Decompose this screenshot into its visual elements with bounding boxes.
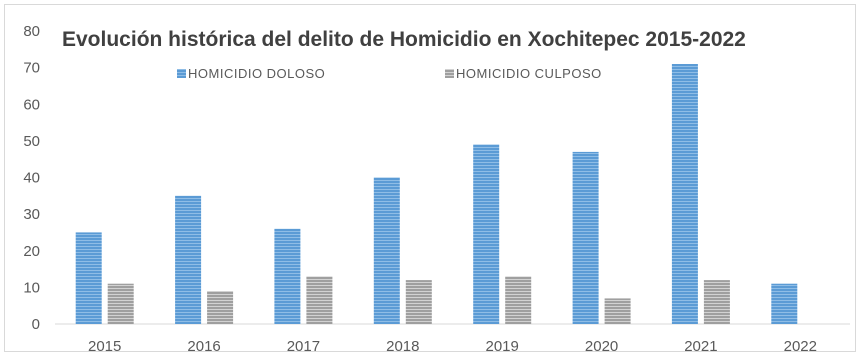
bar-doloso-2018 xyxy=(373,177,400,324)
x-tick-label: 2022 xyxy=(784,338,817,355)
chart-title: Evolución histórica del delito de Homici… xyxy=(62,28,746,51)
y-tick-label: 70 xyxy=(23,60,40,77)
y-tick-label: 20 xyxy=(23,243,40,260)
bar-culposo-2018 xyxy=(405,280,432,324)
bar-culposo-2016 xyxy=(207,291,234,324)
y-tick-label: 40 xyxy=(23,170,40,187)
y-tick-label: 60 xyxy=(23,96,40,113)
x-tick-label: 2018 xyxy=(386,338,419,355)
x-tick-label: 2016 xyxy=(187,338,220,355)
bar-doloso-2015 xyxy=(75,232,102,324)
bars xyxy=(75,64,798,324)
x-axis: 2015 2016 2017 2018 2019 2020 2021 2022 xyxy=(88,338,817,355)
bar-culposo-2017 xyxy=(306,276,333,324)
bar-doloso-2022 xyxy=(771,283,798,324)
x-tick-label: 2021 xyxy=(684,338,717,355)
bar-doloso-2020 xyxy=(572,151,599,324)
bar-doloso-2017 xyxy=(274,228,301,324)
y-tick-label: 10 xyxy=(23,279,40,296)
bar-culposo-2015 xyxy=(107,283,134,324)
legend-label-culposo: HOMICIDIO CULPOSO xyxy=(456,66,602,81)
y-tick-label: 80 xyxy=(23,23,40,40)
legend-swatch-doloso xyxy=(177,69,186,78)
bar-culposo-2021 xyxy=(703,280,730,324)
bar-doloso-2016 xyxy=(175,195,202,324)
bar-culposo-2019 xyxy=(505,276,532,324)
legend-swatch-culposo xyxy=(445,69,454,78)
y-tick-label: 0 xyxy=(32,316,40,333)
y-tick-label: 50 xyxy=(23,133,40,150)
x-tick-label: 2017 xyxy=(287,338,320,355)
y-tick-label: 30 xyxy=(23,206,40,223)
legend-label-doloso: HOMICIDIO DOLOSO xyxy=(188,66,325,81)
x-tick-label: 2020 xyxy=(585,338,618,355)
x-tick-label: 2019 xyxy=(486,338,519,355)
bar-doloso-2019 xyxy=(473,144,500,324)
bar-culposo-2020 xyxy=(604,298,631,324)
bar-doloso-2021 xyxy=(671,64,698,324)
y-axis: 0 10 20 30 40 50 60 70 80 xyxy=(23,23,40,333)
x-tick-label: 2015 xyxy=(88,338,121,355)
legend: HOMICIDIO DOLOSO HOMICIDIO CULPOSO xyxy=(177,66,602,81)
